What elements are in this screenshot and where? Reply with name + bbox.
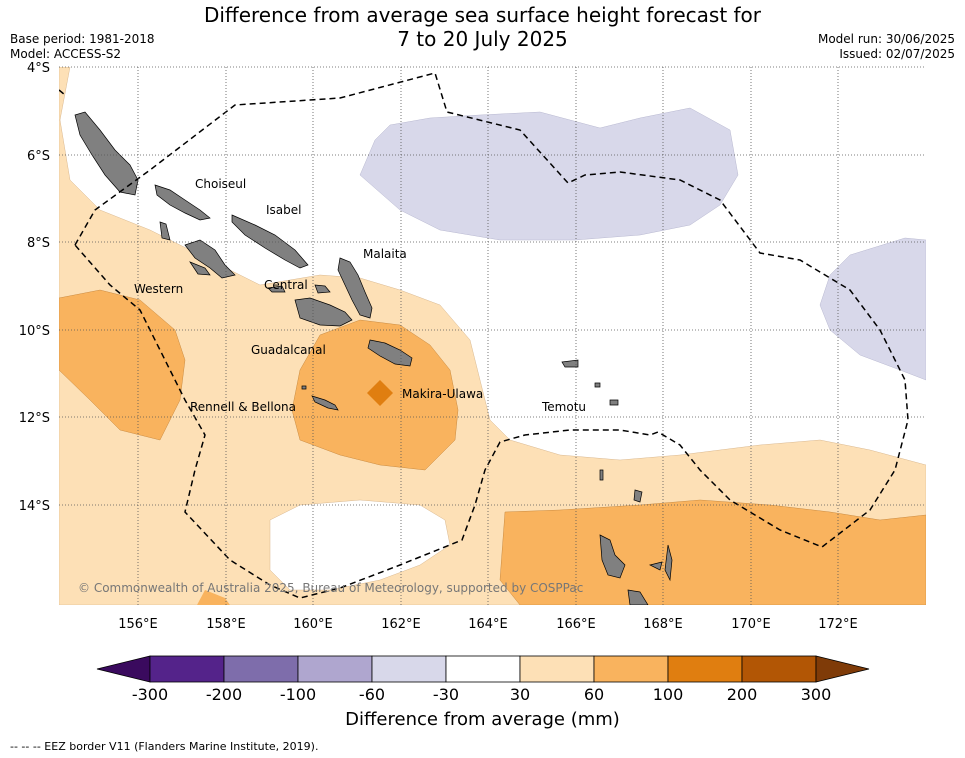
colorbar-tick: 200 bbox=[727, 685, 758, 704]
island-utupua bbox=[609, 399, 619, 406]
lat-label: 10°S bbox=[19, 324, 50, 339]
colorbar-swatch bbox=[741, 655, 817, 683]
colorbar-ticks: -300 -200 -100 -60 -30 30 60 100 200 300 bbox=[132, 685, 831, 704]
island-malaita bbox=[337, 257, 373, 319]
place-label-temotu: Temotu bbox=[541, 400, 586, 414]
lat-labels: 4°S 6°S 8°S 10°S 12°S 14°S bbox=[19, 61, 50, 514]
colorbar-tick: 300 bbox=[801, 685, 832, 704]
colorbar-title: Difference from average (mm) bbox=[345, 709, 620, 730]
lon-labels: 156°E 158°E 160°E 162°E 164°E 166°E 168°… bbox=[118, 617, 858, 632]
island-choiseul bbox=[154, 184, 211, 221]
island-western-province bbox=[74, 111, 139, 196]
place-label-isabel: Isabel bbox=[266, 203, 301, 217]
island-santa-cruz bbox=[561, 359, 579, 368]
colorbar-swatch bbox=[297, 655, 373, 683]
place-labels: Choiseul Isabel Malaita Western Central … bbox=[134, 177, 586, 414]
colorbar-swatch bbox=[149, 655, 225, 683]
anomaly-neg-region-east bbox=[819, 237, 926, 381]
model-run: Model run: 30/06/2025 bbox=[817, 32, 955, 46]
island-central-small bbox=[267, 285, 286, 293]
colorbar bbox=[96, 655, 870, 683]
island-pentecost bbox=[664, 544, 673, 582]
lat-label: 8°S bbox=[27, 236, 50, 251]
island-espiritu-santo bbox=[599, 534, 626, 579]
eez-border bbox=[59, 72, 909, 599]
island-banks bbox=[633, 489, 643, 503]
issued-date: Issued: 02/07/2025 bbox=[839, 47, 955, 61]
lon-label: 160°E bbox=[293, 617, 333, 632]
colorbar-tick: -60 bbox=[359, 685, 385, 704]
colorbar-extend-high bbox=[815, 655, 870, 683]
place-label-rennell-bellona: Rennell & Bellona bbox=[190, 400, 296, 414]
island-makira bbox=[367, 339, 413, 367]
colorbar-tick: 30 bbox=[510, 685, 530, 704]
meta-right: Model run: 30/06/2025 Issued: 02/07/2025 bbox=[818, 32, 955, 62]
island-ranongga bbox=[189, 261, 211, 276]
lon-label: 162°E bbox=[381, 617, 421, 632]
colorbar-tick: 100 bbox=[653, 685, 684, 704]
place-label-guadalcanal: Guadalcanal bbox=[251, 343, 326, 357]
lat-label: 6°S bbox=[27, 149, 50, 164]
lon-label: 166°E bbox=[556, 617, 596, 632]
gridlines bbox=[59, 66, 926, 605]
colorbar-tick: 60 bbox=[584, 685, 604, 704]
colorbar-swatch bbox=[445, 655, 521, 683]
anomaly-30-60-region bbox=[59, 67, 926, 605]
anomaly-60-100-west bbox=[59, 289, 186, 441]
lon-label: 158°E bbox=[206, 617, 246, 632]
island-vella bbox=[159, 221, 171, 241]
islands bbox=[74, 111, 673, 605]
lon-label: 170°E bbox=[731, 617, 771, 632]
place-label-choiseul: Choiseul bbox=[195, 177, 246, 191]
title-line1: Difference from average sea surface heig… bbox=[203, 3, 762, 27]
lon-label: 156°E bbox=[118, 617, 158, 632]
eez-legend-note: -- -- -- EEZ border V11 (Flanders Marine… bbox=[10, 740, 319, 753]
island-vanikoro bbox=[594, 382, 601, 388]
lon-label: 164°E bbox=[468, 617, 508, 632]
copyright-text: © Commonwealth of Australia 2025, Bureau… bbox=[78, 581, 583, 595]
island-rennell bbox=[311, 395, 339, 411]
island-bellona bbox=[301, 385, 307, 390]
title-line2: 7 to 20 July 2025 bbox=[397, 27, 568, 51]
lon-label: 172°E bbox=[818, 617, 858, 632]
colorbar-swatch bbox=[593, 655, 669, 683]
lat-label: 14°S bbox=[19, 499, 50, 514]
colorbar-tick: -300 bbox=[132, 685, 168, 704]
map-fields bbox=[59, 67, 926, 605]
lat-label: 12°S bbox=[19, 411, 50, 426]
anomaly-neg-region-north bbox=[359, 107, 739, 241]
island-ambae bbox=[648, 561, 663, 571]
chart-title: Difference from average sea surface heig… bbox=[0, 3, 965, 51]
island-new-georgia bbox=[184, 239, 236, 279]
colorbar-tick: -100 bbox=[280, 685, 316, 704]
colorbar-tick: -200 bbox=[206, 685, 242, 704]
colorbar-swatch bbox=[223, 655, 299, 683]
place-label-central: Central bbox=[264, 278, 308, 292]
colorbar-swatch bbox=[371, 655, 447, 683]
meta-left: Base period: 1981-2018 Model: ACCESS-S2 bbox=[10, 32, 155, 62]
place-label-makira-ulawa: Makira-Ulawa bbox=[402, 387, 483, 401]
place-label-western: Western bbox=[134, 282, 183, 296]
island-torres bbox=[599, 469, 604, 481]
island-malakula bbox=[627, 589, 649, 605]
place-label-malaita: Malaita bbox=[363, 247, 407, 261]
anomaly-60-100-east bbox=[499, 499, 926, 605]
base-period: Base period: 1981-2018 bbox=[10, 32, 155, 46]
neutral-hole bbox=[269, 499, 451, 591]
island-guadalcanal bbox=[294, 297, 353, 327]
colorbar-swatch bbox=[667, 655, 743, 683]
colorbar-swatch bbox=[519, 655, 595, 683]
model-name: Model: ACCESS-S2 bbox=[10, 47, 122, 61]
lat-label: 4°S bbox=[27, 61, 50, 76]
island-nggela bbox=[314, 284, 331, 294]
colorbar-extend-low bbox=[96, 655, 151, 683]
island-isabel bbox=[231, 214, 309, 269]
colorbar-tick: -30 bbox=[433, 685, 459, 704]
anomaly-60-100-south bbox=[197, 590, 230, 605]
anomaly-100-200-spot bbox=[367, 380, 393, 406]
lon-label: 168°E bbox=[643, 617, 683, 632]
